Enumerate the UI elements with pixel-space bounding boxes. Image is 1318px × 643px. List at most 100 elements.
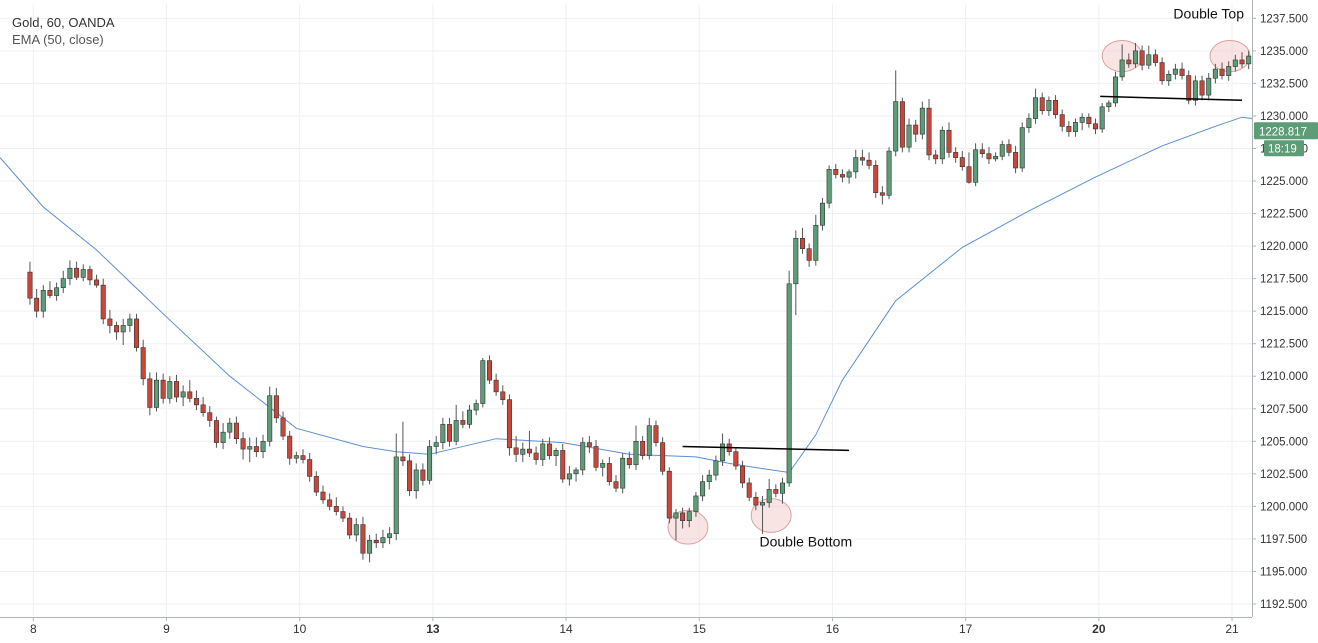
candle	[686, 507, 692, 528]
candle	[1199, 75, 1205, 101]
candle	[1246, 50, 1252, 70]
candle-body	[134, 318, 140, 348]
candle-body	[573, 469, 579, 475]
candle	[746, 477, 752, 502]
candle	[966, 152, 972, 184]
candle-body	[1053, 100, 1059, 115]
candle	[40, 285, 46, 318]
candle	[666, 467, 672, 524]
candle-body	[373, 539, 379, 544]
candle	[1132, 43, 1138, 68]
candle-body	[819, 202, 825, 226]
candle	[1239, 52, 1245, 68]
price-tick-label: 1192.500	[1260, 599, 1307, 611]
countdown-box	[1264, 140, 1304, 157]
candle	[1093, 118, 1098, 135]
candle-body	[1099, 106, 1105, 130]
candle	[959, 151, 965, 171]
candle	[786, 270, 792, 487]
candle-body	[160, 379, 166, 399]
candle-body	[753, 496, 759, 506]
candle-body	[786, 283, 792, 484]
grid-lines	[0, 4, 1252, 617]
price-tick-label: 1235.000	[1260, 46, 1308, 58]
highlight-ellipse	[667, 509, 709, 545]
candle	[979, 143, 985, 158]
candle	[34, 289, 40, 318]
candle-body	[227, 422, 233, 433]
candle	[660, 437, 666, 476]
candle-body	[1059, 114, 1065, 127]
candle-body	[979, 149, 985, 154]
candle	[513, 436, 519, 463]
candle	[387, 527, 393, 545]
candle	[1059, 109, 1065, 132]
indicator-title[interactable]: EMA (50, close)	[12, 32, 104, 47]
candle	[160, 373, 166, 404]
candle	[640, 436, 646, 460]
candle-body	[74, 267, 80, 278]
price-tick-label: 1232.500	[1260, 78, 1308, 90]
candle-body	[859, 157, 865, 161]
candle-body	[114, 325, 120, 333]
price-tick-label: 1205.000	[1260, 436, 1308, 448]
candle-body	[147, 378, 153, 408]
candle	[1086, 113, 1092, 128]
candle	[353, 518, 359, 542]
ema-line	[0, 116, 1253, 474]
candle-body	[173, 381, 179, 398]
candle-body	[300, 455, 306, 460]
candle-body	[1172, 68, 1178, 75]
candle-body	[660, 442, 666, 472]
candle-body	[633, 440, 639, 466]
candle-body	[700, 481, 706, 497]
candle	[853, 149, 859, 179]
candle-body	[60, 278, 66, 289]
candle-body	[427, 446, 433, 481]
candle-body	[453, 420, 459, 442]
candle	[227, 417, 233, 439]
candle	[740, 460, 746, 489]
candle-body	[666, 470, 672, 519]
candle-body	[1126, 59, 1132, 65]
candle-body	[87, 269, 93, 281]
candle	[193, 390, 199, 411]
price-tick-label: 1217.500	[1260, 274, 1308, 286]
candle	[760, 495, 766, 534]
candle-body	[473, 403, 479, 411]
candle-body	[107, 318, 113, 326]
candle-body	[760, 502, 766, 506]
candle	[74, 261, 80, 280]
candle-body	[526, 448, 532, 454]
candle	[846, 169, 852, 184]
candle	[593, 439, 599, 472]
candle	[560, 443, 566, 483]
candle-body	[926, 107, 932, 156]
candle	[793, 230, 799, 316]
candle-body	[200, 404, 206, 413]
candle-body	[713, 460, 719, 476]
candle-body	[540, 443, 546, 460]
candle	[1053, 95, 1059, 119]
trendlines	[682, 95, 1243, 452]
candle-body	[680, 512, 686, 521]
candle-body	[1146, 54, 1152, 66]
candle	[467, 404, 472, 429]
price-tick-label: 1220.000	[1260, 241, 1308, 253]
last-price-box	[1254, 122, 1318, 140]
candle	[393, 433, 399, 541]
candle-body	[207, 412, 213, 421]
candle	[526, 430, 532, 457]
time-axis-background	[0, 617, 1318, 638]
price-tick-label: 1222.500	[1260, 209, 1308, 221]
candle	[154, 372, 159, 412]
candle-body	[959, 157, 965, 167]
candle	[220, 423, 226, 450]
candle-body	[533, 452, 539, 460]
candle	[780, 477, 785, 504]
trendline	[682, 445, 850, 452]
symbol-title[interactable]: Gold, 60, OANDA	[12, 15, 115, 30]
candle-body	[287, 435, 293, 459]
candle-body	[353, 524, 359, 536]
